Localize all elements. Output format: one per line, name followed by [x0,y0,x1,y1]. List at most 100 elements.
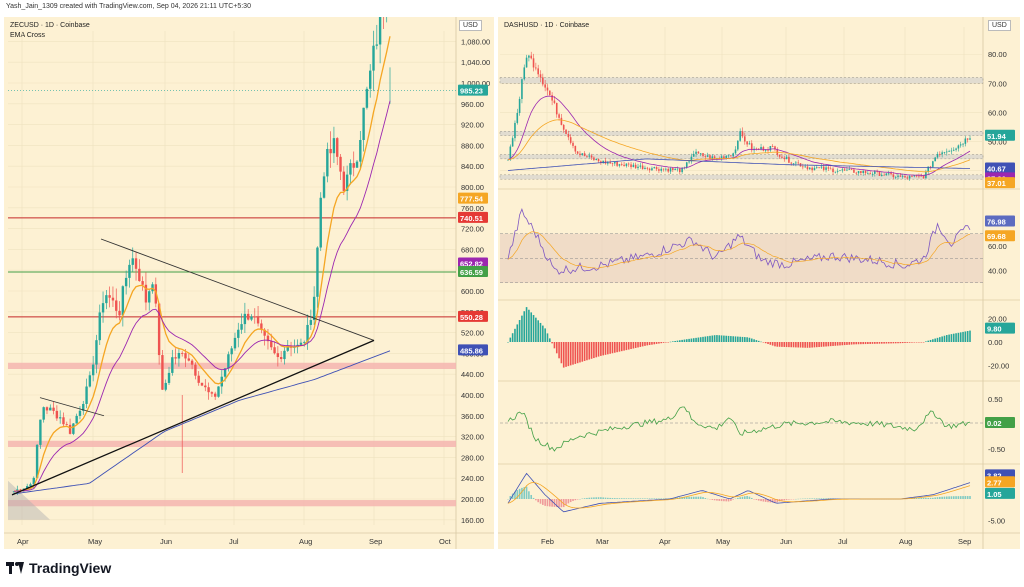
dash-macd-bar [542,325,544,342]
dash-stoch-bar [957,496,960,499]
dash-currency-label[interactable]: USD [988,20,1011,31]
zec-y-tick-label: 440.00 [461,370,484,379]
dash-macd-bar [966,331,969,342]
dash-chart-pane[interactable]: DASHUSD · 1D · Coinbase USD Feb Mar Apr May… [498,17,1020,549]
dash-macd-bar [595,342,598,358]
zec-candle [91,364,95,376]
zec-price-tag-bg [458,310,488,322]
dash-candle [878,171,881,176]
dash-candle [651,168,653,171]
zec-candle [98,312,101,341]
dash-candle [699,153,702,154]
dash-stoch-bar [542,499,544,505]
dash-candle [704,156,707,157]
dash-candle [641,165,644,170]
dash-macd-bar [699,337,702,342]
dash-candle [822,166,825,170]
dash-candle [750,143,753,151]
zec-y-tick-label: 720.00 [461,225,484,234]
dash-macd-bar [569,342,572,366]
zec-candle [78,410,82,416]
dash-macd-bar [748,337,751,342]
dash-candle [746,141,748,145]
dash-stoch-bar [969,496,971,499]
dash-x-tick-label: Mar [596,537,609,546]
dash-stoch-bar [551,499,553,507]
dash-candle [562,124,565,130]
dash-macd-bar [864,342,867,345]
dash-stoch-bar [962,496,964,499]
dash-candle [950,150,953,152]
dash-candle [676,168,679,170]
dash-x-tick-label: Feb [541,537,554,546]
zec-chart-pane[interactable]: ZECUSD · 1D · Coinbase EMA Cross USD 160… [4,17,494,549]
dash-candle [600,161,602,164]
dash-macd-bar [885,342,888,344]
dash-stoch-bar [945,496,948,499]
dash-stoch-bar [825,498,827,499]
dash-candle [548,90,551,96]
dash-stoch-bar [699,496,702,499]
dash-candle [542,77,544,85]
dash-stoch-bar [767,499,769,503]
zec-price-tag: 777.54 [460,195,484,204]
dash-macd-bar [600,342,602,356]
dash-candle [955,148,957,150]
dash-stoch-bar [822,498,825,499]
dash-macd-tag-bg [985,322,1015,334]
zec-support-zone [8,500,456,507]
dash-macd-bar [674,340,676,342]
zec-price-chart[interactable]: 160.00 200.00 240.00 280.00 320.00 360.00 400.… [4,17,494,549]
dash-macd-bar [732,336,734,342]
dash-macd-bar [530,312,533,342]
dash-candle [639,165,642,167]
dash-stoch-line-fast [507,472,971,513]
dash-macd-bar [713,335,716,342]
dash-candle [911,176,913,177]
dash-stoch-bar [688,496,690,499]
dash-macd-bar [525,307,528,342]
zec-candle [121,286,125,316]
dash-macd-bar [846,342,848,345]
tradingview-brand[interactable]: TradingView [6,560,111,576]
dash-candle [920,175,923,177]
dash-macd-bar [964,331,967,342]
dash-macd-bar [535,317,537,342]
dash-candle [692,153,695,157]
zec-candle [49,407,52,411]
dash-macd-bar [572,342,574,365]
zec-candle [111,297,115,301]
dash-candle [862,170,865,173]
dash-macd-bar [509,337,512,342]
zec-y-tick-label: 1,080.00 [461,37,490,46]
zec-candle [336,138,339,157]
dash-macd-bar [950,334,953,342]
dash-price-chart[interactable]: Feb Mar Apr May Jun Jul Aug Sep 40.00 50.00 60.00 7… [498,17,1020,549]
dash-macd-bar [757,340,760,342]
dash-candle [848,168,851,170]
dash-stoch-bar [746,495,748,499]
dash-candle [855,172,858,174]
dash-candle [560,117,563,125]
dash-macd-bar [528,309,530,342]
zec-candle [144,284,148,303]
dash-candle [906,177,909,179]
dash-stoch-bar [711,499,714,500]
zec-currency-label[interactable]: USD [459,20,482,31]
dash-candle [883,174,885,176]
zec-candle [174,357,177,359]
dash-candle [836,171,839,172]
dash-macd-bar [855,342,858,345]
dash-candle [892,174,895,178]
dash-stoch-bar [586,497,588,499]
dash-candle [646,167,649,169]
dash-stoch-bar [737,497,739,499]
dash-candle [864,170,867,174]
dash-stoch-bar [546,499,549,507]
zec-y-tick-label: 280.00 [461,453,484,462]
dash-macd-bar [952,333,955,342]
zec-price-tag-bg [458,84,488,96]
dash-candle [913,175,916,177]
dash-stoch-bar [555,499,558,508]
zec-candle [266,335,270,342]
